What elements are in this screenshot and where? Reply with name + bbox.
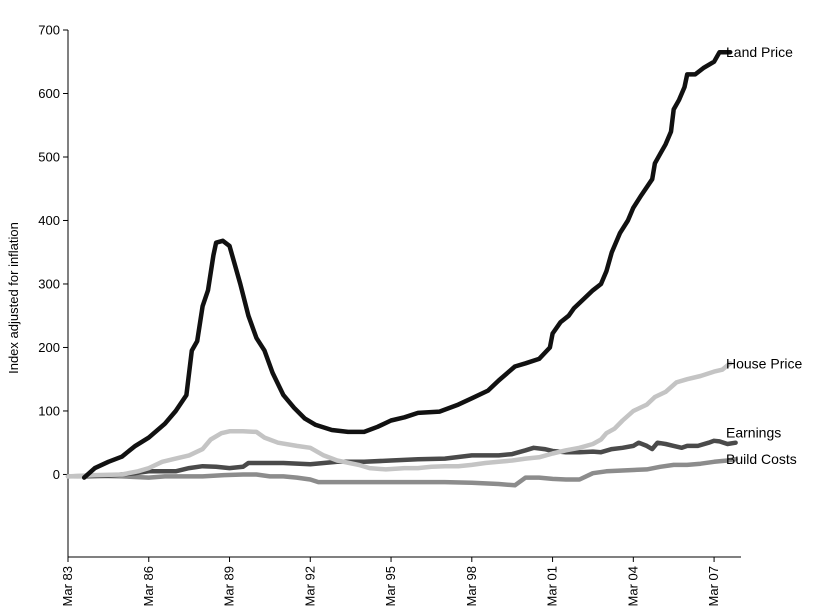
y-tick-label-600: 600 [38,86,60,101]
series-line-build-costs [65,456,738,488]
series-line-house-price [65,361,733,479]
y-tick-label-100: 100 [38,403,60,418]
x-tick-label-0: Mar 83 [60,566,75,606]
y-tick-label-700: 700 [38,23,60,38]
series-line-land-price [81,49,733,480]
series-label-build-costs: Build Costs [726,451,797,467]
x-tick-label-5: Mar 98 [464,566,479,606]
series-labels-layer: Land Price House Price Earnings Build Costs [726,44,802,467]
x-tick-label-2: Mar 89 [222,566,237,606]
y-tick-label-300: 300 [38,276,60,291]
x-tick-label-8: Mar 07 [706,566,721,606]
series-label-earnings: Earnings [726,425,781,441]
x-tick-label-3: Mar 92 [302,566,317,606]
series-label-house-price: House Price [726,355,802,371]
x-tick-label-7: Mar 04 [625,566,640,606]
axes-layer: 0 100 200 300 400 500 600 700 Mar 83 Mar 86 Mar 89… [38,23,741,606]
series-layer [65,49,738,488]
y-tick-label-200: 200 [38,340,60,355]
y-tick-label-500: 500 [38,149,60,164]
x-tick-label-4: Mar 95 [383,566,398,606]
y-axis-title: Index adjusted for inflation [6,222,21,374]
y-tick-label-0: 0 [53,467,60,482]
x-tick-label-6: Mar 01 [545,566,560,606]
x-tick-label-1: Mar 86 [141,566,156,606]
series-line-earnings [81,438,738,479]
y-tick-label-400: 400 [38,213,60,228]
series-label-land-price: Land Price [726,44,793,60]
